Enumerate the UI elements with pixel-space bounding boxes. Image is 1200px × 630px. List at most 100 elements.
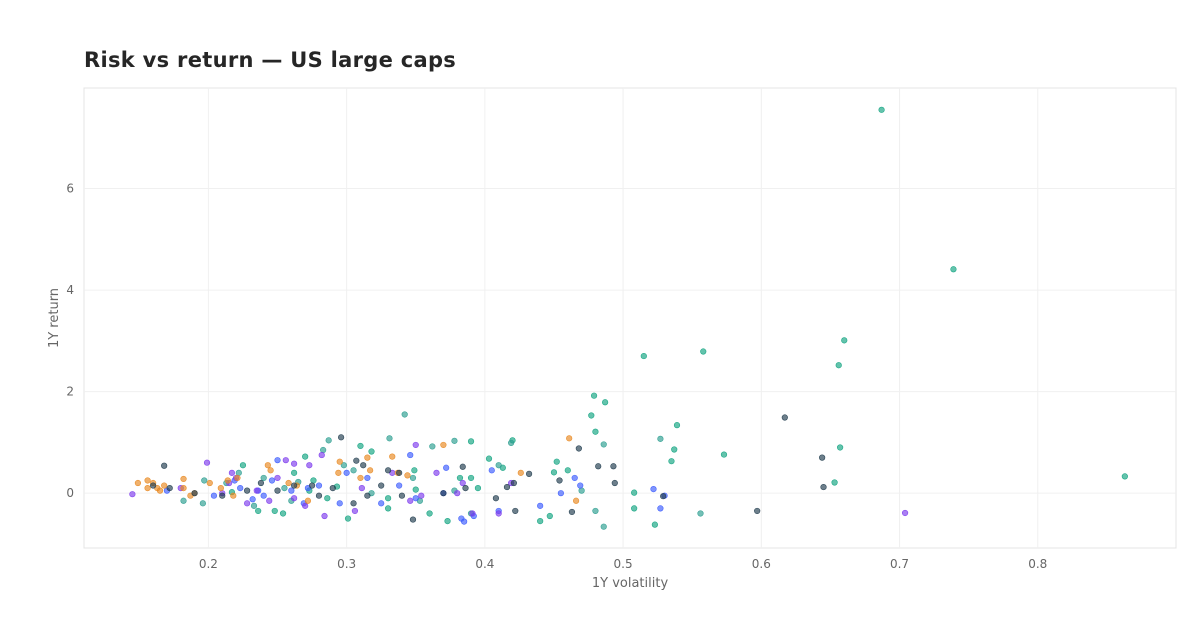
data-point bbox=[357, 442, 364, 450]
data-point bbox=[407, 497, 414, 504]
data-point bbox=[180, 497, 187, 504]
data-point bbox=[318, 451, 325, 459]
data-point bbox=[364, 474, 371, 482]
data-point bbox=[458, 515, 465, 522]
data-point bbox=[228, 469, 236, 476]
data-point bbox=[640, 352, 647, 360]
data-point bbox=[697, 510, 704, 517]
data-point bbox=[841, 337, 848, 344]
data-point bbox=[396, 469, 403, 476]
data-point bbox=[456, 474, 464, 482]
data-point bbox=[409, 474, 417, 482]
data-point bbox=[389, 453, 396, 460]
data-point bbox=[203, 459, 211, 466]
data-point bbox=[588, 412, 595, 419]
data-point bbox=[253, 487, 260, 494]
data-point bbox=[512, 507, 519, 515]
data-point bbox=[150, 482, 157, 489]
data-point bbox=[306, 462, 313, 469]
data-point bbox=[260, 474, 267, 482]
data-point bbox=[336, 458, 343, 465]
data-point bbox=[134, 479, 142, 487]
data-point bbox=[353, 457, 360, 464]
grid-lines bbox=[84, 88, 1176, 548]
data-point bbox=[407, 451, 414, 459]
data-point bbox=[426, 510, 433, 517]
data-point bbox=[572, 497, 580, 504]
data-point bbox=[199, 500, 206, 507]
data-point bbox=[595, 463, 602, 470]
data-point bbox=[279, 510, 287, 517]
data-point bbox=[602, 399, 609, 406]
data-point bbox=[668, 458, 675, 465]
data-point bbox=[350, 467, 357, 474]
data-point bbox=[443, 464, 450, 471]
data-point bbox=[274, 474, 281, 482]
data-point bbox=[260, 492, 267, 499]
data-point bbox=[564, 467, 571, 474]
y-tick-label: 0 bbox=[66, 486, 74, 500]
data-point bbox=[340, 462, 347, 469]
x-tick-label: 0.7 bbox=[890, 557, 909, 571]
data-point bbox=[611, 479, 618, 487]
data-point bbox=[557, 490, 564, 497]
data-point bbox=[378, 482, 385, 489]
data-point bbox=[343, 469, 350, 476]
data-point bbox=[360, 462, 367, 469]
data-point bbox=[671, 446, 678, 453]
data-point bbox=[571, 474, 578, 482]
data-point bbox=[364, 492, 371, 499]
data-point bbox=[217, 484, 224, 492]
data-point bbox=[210, 492, 218, 499]
data-point bbox=[553, 458, 560, 465]
data-point bbox=[291, 482, 298, 489]
data-point bbox=[525, 470, 533, 477]
data-point bbox=[315, 482, 323, 489]
data-point bbox=[820, 483, 827, 491]
data-point bbox=[444, 517, 451, 525]
data-point bbox=[308, 482, 316, 489]
data-point bbox=[244, 500, 251, 507]
data-point bbox=[255, 507, 262, 515]
x-tick-label: 0.6 bbox=[752, 557, 771, 571]
data-point bbox=[310, 477, 317, 484]
data-point bbox=[344, 515, 352, 522]
data-point bbox=[467, 438, 475, 445]
data-point bbox=[304, 497, 312, 504]
data-point bbox=[267, 467, 274, 474]
data-point bbox=[592, 507, 599, 515]
data-point bbox=[335, 469, 342, 476]
plot-area bbox=[83, 87, 1177, 549]
data-point bbox=[418, 492, 425, 499]
data-point bbox=[459, 463, 466, 470]
chart-title: Risk vs return — US large caps bbox=[84, 48, 457, 72]
data-point bbox=[590, 392, 598, 399]
data-point bbox=[244, 487, 251, 494]
data-point bbox=[878, 106, 885, 113]
data-point bbox=[485, 455, 493, 462]
data-point bbox=[398, 492, 406, 499]
data-point bbox=[315, 492, 323, 499]
data-point bbox=[230, 492, 237, 499]
data-point bbox=[237, 484, 244, 492]
data-point bbox=[357, 474, 364, 482]
data-point bbox=[386, 435, 393, 442]
data-point bbox=[338, 434, 345, 441]
data-point bbox=[166, 484, 173, 492]
data-point bbox=[378, 500, 385, 507]
data-point bbox=[350, 500, 357, 507]
data-point bbox=[508, 439, 515, 447]
data-point bbox=[550, 469, 558, 476]
data-point bbox=[271, 507, 278, 515]
data-point bbox=[409, 516, 417, 523]
y-tick-label: 4 bbox=[66, 283, 74, 297]
data-point bbox=[291, 460, 298, 467]
data-point bbox=[1121, 473, 1128, 480]
data-point bbox=[657, 505, 664, 512]
data-point bbox=[367, 467, 374, 474]
data-point bbox=[412, 441, 419, 449]
data-point bbox=[495, 510, 502, 517]
data-point bbox=[288, 487, 295, 494]
data-point bbox=[568, 508, 576, 516]
